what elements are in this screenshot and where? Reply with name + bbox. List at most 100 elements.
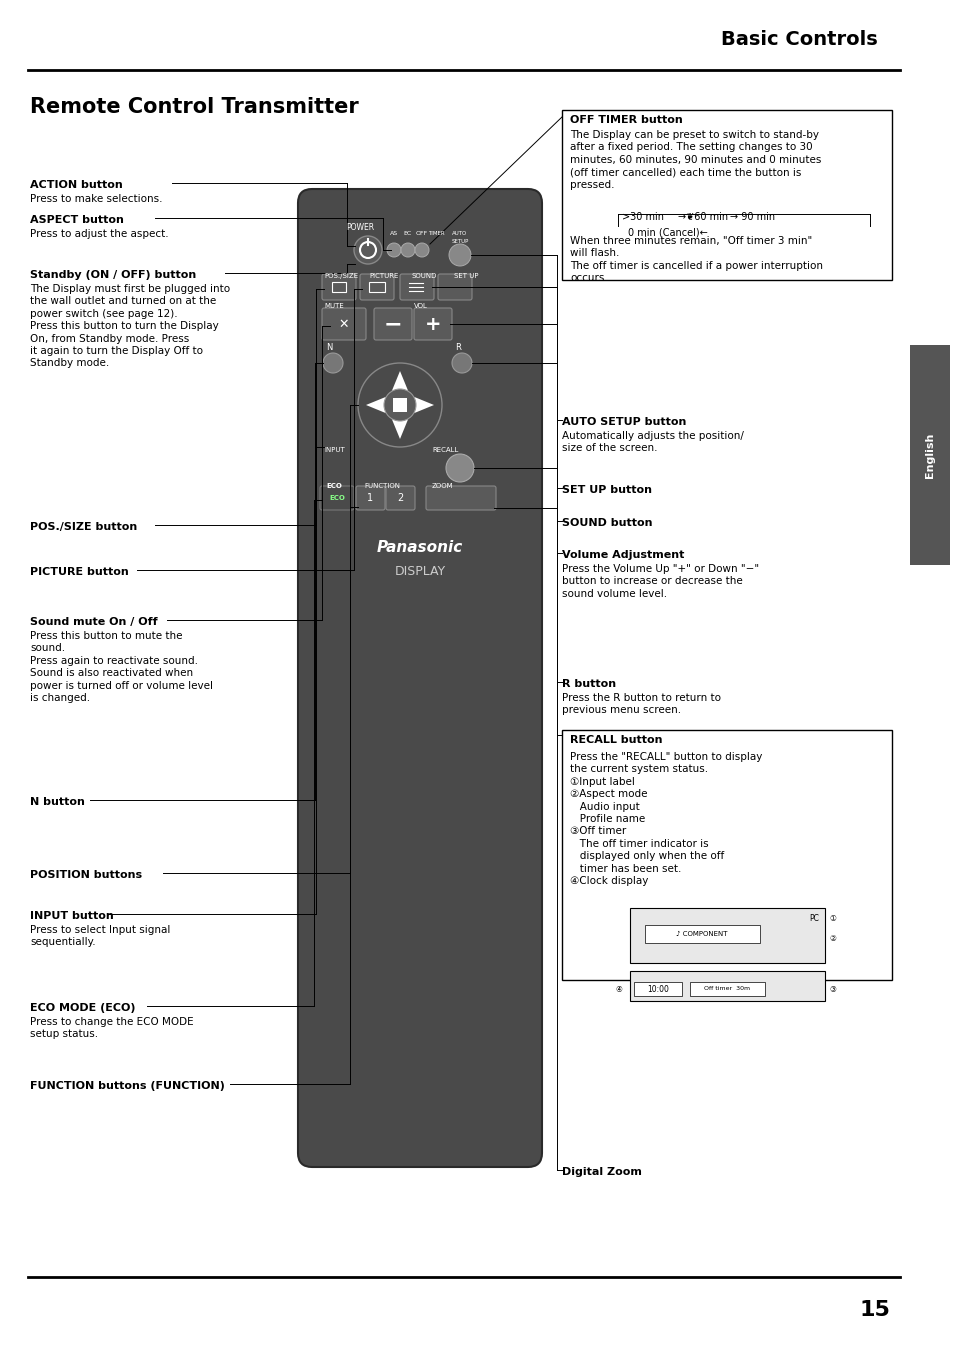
Text: POS./SIZE: POS./SIZE	[324, 273, 357, 278]
Text: English: English	[924, 433, 934, 478]
Bar	[634, 981, 681, 996]
Text: Press this button to mute the
sound.
Press again to reactivate sound.
Sound is a: Press this button to mute the sound. Pre…	[30, 631, 213, 703]
Text: EC: EC	[403, 231, 412, 236]
Text: ASPECT button: ASPECT button	[30, 216, 124, 225]
Text: ECO MODE (ECO): ECO MODE (ECO)	[30, 1003, 135, 1013]
Circle shape	[446, 455, 474, 482]
Circle shape	[384, 389, 416, 420]
Circle shape	[452, 354, 472, 373]
Text: POWER: POWER	[346, 222, 374, 232]
FancyBboxPatch shape	[437, 274, 472, 300]
Text: N: N	[326, 343, 332, 352]
Text: Automatically adjusts the position/
size of the screen.: Automatically adjusts the position/ size…	[561, 431, 743, 453]
Text: → 90 min: → 90 min	[729, 212, 774, 222]
FancyBboxPatch shape	[319, 486, 354, 511]
FancyBboxPatch shape	[322, 308, 366, 340]
FancyBboxPatch shape	[426, 486, 496, 511]
Text: ①: ①	[828, 915, 835, 923]
Text: OFF TIMER button: OFF TIMER button	[569, 115, 682, 126]
Text: AS: AS	[390, 231, 397, 236]
Bar	[393, 399, 407, 412]
Text: POS./SIZE button: POS./SIZE button	[30, 521, 137, 532]
FancyBboxPatch shape	[359, 274, 394, 300]
Text: ECO: ECO	[329, 495, 345, 501]
Text: Sound mute On / Off: Sound mute On / Off	[30, 617, 157, 627]
Text: 0 min (Cancel)←: 0 min (Cancel)←	[627, 227, 707, 238]
Text: SETUP: SETUP	[451, 239, 468, 244]
Circle shape	[354, 236, 381, 263]
Text: ♪ COMPONENT: ♪ COMPONENT	[676, 931, 727, 936]
Text: N button: N button	[30, 797, 85, 807]
Text: SOUND button: SOUND button	[561, 517, 652, 528]
FancyBboxPatch shape	[414, 308, 452, 340]
FancyBboxPatch shape	[355, 486, 385, 511]
Text: Volume Adjustment: Volume Adjustment	[561, 550, 683, 560]
Text: 10:00: 10:00	[646, 984, 668, 994]
Bar	[332, 283, 346, 292]
Circle shape	[415, 243, 429, 257]
Text: ECO: ECO	[326, 483, 341, 489]
Circle shape	[449, 244, 471, 266]
FancyBboxPatch shape	[322, 274, 355, 300]
Text: 15: 15	[859, 1299, 889, 1320]
Text: Press to select Input signal
sequentially.: Press to select Input signal sequentiall…	[30, 925, 171, 947]
Text: PC: PC	[808, 915, 818, 923]
Circle shape	[387, 243, 400, 257]
Text: The Display must first be plugged into
the wall outlet and turned on at the
powe: The Display must first be plugged into t…	[30, 284, 230, 369]
Bar	[369, 283, 385, 292]
Circle shape	[357, 363, 441, 446]
Text: Press to change the ECO MODE
setup status.: Press to change the ECO MODE setup statu…	[30, 1017, 193, 1039]
Text: ZOOM: ZOOM	[432, 483, 453, 489]
Text: Press the "RECALL" button to display
the current system status.
①Input label
②As: Press the "RECALL" button to display the…	[569, 752, 761, 886]
Text: →❦60 min: →❦60 min	[678, 212, 727, 222]
Text: MUTE: MUTE	[324, 303, 343, 308]
Text: Remote Control Transmitter: Remote Control Transmitter	[30, 97, 358, 117]
Text: TIMER: TIMER	[427, 231, 444, 236]
Polygon shape	[391, 416, 409, 440]
Circle shape	[400, 243, 415, 257]
Text: Digital Zoom: Digital Zoom	[561, 1167, 641, 1177]
Text: PICTURE button: PICTURE button	[30, 566, 129, 577]
Text: Basic Controls: Basic Controls	[720, 30, 877, 49]
Text: INPUT button: INPUT button	[30, 910, 113, 921]
Polygon shape	[366, 396, 388, 414]
Text: RECALL: RECALL	[432, 446, 457, 453]
Text: The Display can be preset to switch to stand-by
after a fixed period. The settin: The Display can be preset to switch to s…	[569, 130, 821, 190]
Text: −: −	[383, 314, 402, 334]
Text: SOUND: SOUND	[412, 273, 436, 278]
Text: >30 min: >30 min	[621, 212, 663, 222]
Text: SET UP button: SET UP button	[561, 485, 651, 495]
Text: VOL: VOL	[414, 303, 428, 308]
Polygon shape	[391, 371, 409, 393]
Bar	[561, 730, 891, 980]
Text: R: R	[455, 343, 460, 352]
Text: Press the R button to return to
previous menu screen.: Press the R button to return to previous…	[561, 693, 720, 715]
Bar	[689, 981, 764, 996]
Text: DISPLAY: DISPLAY	[394, 565, 445, 577]
Text: ②: ②	[828, 934, 835, 943]
Text: INPUT: INPUT	[324, 446, 344, 453]
Text: ACTION button: ACTION button	[30, 180, 123, 190]
Text: Standby (ON / OFF) button: Standby (ON / OFF) button	[30, 270, 196, 280]
Bar	[629, 908, 824, 962]
Bar	[629, 971, 824, 1001]
Text: AUTO: AUTO	[452, 231, 467, 236]
Text: FUNCTION buttons (FUNCTION): FUNCTION buttons (FUNCTION)	[30, 1081, 225, 1091]
FancyBboxPatch shape	[374, 308, 412, 340]
Text: 1: 1	[367, 493, 373, 502]
Text: ③: ③	[828, 984, 835, 994]
Text: +: +	[424, 314, 441, 333]
Text: FUNCTION: FUNCTION	[364, 483, 399, 489]
FancyBboxPatch shape	[297, 188, 541, 1167]
Text: When three minutes remain, "Off timer 3 min"
will flash.
The off timer is cancel: When three minutes remain, "Off timer 3 …	[569, 236, 822, 283]
FancyBboxPatch shape	[399, 274, 434, 300]
Text: R button: R button	[561, 678, 616, 689]
Text: PICTURE: PICTURE	[369, 273, 398, 278]
Text: ④: ④	[615, 984, 621, 994]
Polygon shape	[412, 396, 434, 414]
Text: SET UP: SET UP	[454, 273, 478, 278]
Circle shape	[323, 354, 343, 373]
Bar	[561, 111, 891, 280]
Text: OFF: OFF	[416, 231, 428, 236]
FancyBboxPatch shape	[386, 486, 415, 511]
